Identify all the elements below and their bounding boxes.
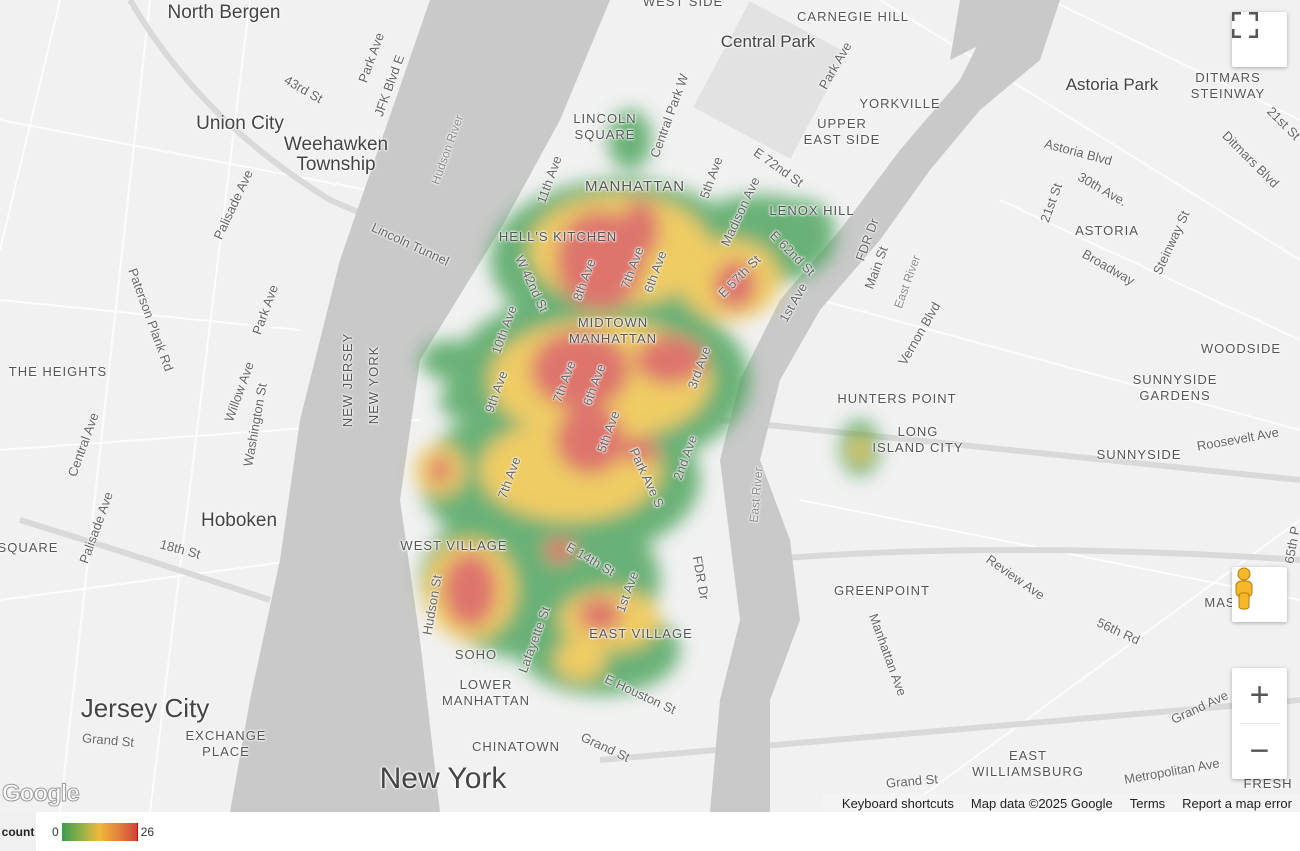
place-label: WEST VILLAGE [400, 538, 508, 553]
east-river [710, 0, 1060, 812]
attribution-bar: Keyboard shortcuts Map data ©2025 Google… [822, 794, 1300, 812]
zoom-out-button[interactable]: − [1249, 732, 1270, 770]
terms-link[interactable]: Terms [1129, 795, 1166, 811]
central-park [693, 1, 847, 159]
place-label: HUNTERS POINT [837, 391, 957, 406]
heat-high [428, 200, 757, 633]
legend-min: 0 [52, 824, 59, 839]
place-label: THE HEIGHTS [8, 364, 108, 379]
place-label: YORKVILLE [859, 96, 941, 111]
place-label: DITMARS STEINWAY [1190, 70, 1266, 101]
place-label: NEW YORK [366, 345, 381, 425]
map-data-text: Map data ©2025 Google [970, 795, 1113, 811]
place-label: Central Park [720, 32, 816, 51]
heatmap-layer [415, 110, 880, 695]
google-logo[interactable]: Google [2, 780, 81, 808]
place-label: New York [379, 761, 507, 795]
place-label: EXCHANGE PLACE [185, 728, 267, 759]
place-label: SOHO [454, 647, 498, 662]
place-label: FRESH [1243, 776, 1293, 791]
heatmap-legend: count 0 26 [0, 812, 1300, 851]
place-label: North Bergen [167, 2, 281, 23]
place-label: SQUARE [0, 540, 59, 555]
divider [1239, 723, 1280, 724]
place-label: LOWER MANHATTAN [442, 677, 530, 708]
place-label: MANHATTAN [584, 178, 686, 195]
place-label: UPPER EAST SIDE [803, 116, 881, 147]
legend-max: 26 [140, 824, 155, 839]
place-label: CARNEGIE HILL [797, 9, 909, 24]
hudson-river [230, 0, 610, 812]
place-label: LONG ISLAND CITY [872, 424, 964, 455]
pegman-icon [1235, 567, 1253, 610]
street-view-pegman[interactable] [1232, 567, 1287, 622]
place-label: EAST VILLAGE [589, 626, 693, 641]
zoom-in-button[interactable]: + [1249, 676, 1270, 714]
place-label: ASTORIA [1075, 223, 1139, 238]
place-label: Weehawken Township [283, 134, 389, 175]
map-canvas[interactable]: North Bergen Union City Weehawken Township… [0, 0, 1300, 812]
map-base [0, 0, 1300, 812]
place-label: GREENPOINT [834, 583, 930, 598]
place-label: HELL'S KITCHEN [498, 229, 618, 244]
place-label: CHINATOWN [472, 739, 560, 754]
legend-gradient [61, 822, 138, 841]
fullscreen-icon [1232, 12, 1258, 38]
place-label: WOODSIDE [1200, 341, 1282, 356]
place-label: Hoboken [200, 510, 278, 531]
zoom-control: + − [1232, 668, 1287, 779]
place-label: Astoria Park [1065, 75, 1159, 94]
keyboard-shortcuts-link[interactable]: Keyboard shortcuts [841, 795, 954, 811]
legend-title: count [0, 812, 36, 851]
place-label: Jersey City [80, 693, 210, 723]
place-label: LINCOLN SQUARE [573, 111, 637, 142]
place-label: WEST SIDE [642, 0, 724, 9]
place-label: SUNNYSIDE [1096, 447, 1182, 462]
place-label: LENOX HILL [769, 203, 855, 218]
place-label: MIDTOWN MANHATTAN [569, 315, 657, 346]
place-label: EAST WILLIAMSBURG [972, 748, 1084, 779]
fullscreen-button[interactable] [1232, 12, 1287, 67]
place-label: Union City [196, 113, 284, 134]
river-inlet [950, 0, 1010, 60]
street-grid [0, 0, 1300, 812]
report-error-link[interactable]: Report a map error [1182, 795, 1292, 811]
place-label: MAS [1204, 595, 1236, 610]
place-label: NEW JERSEY [340, 332, 355, 428]
place-label: SUNNYSIDE GARDENS [1132, 372, 1218, 403]
